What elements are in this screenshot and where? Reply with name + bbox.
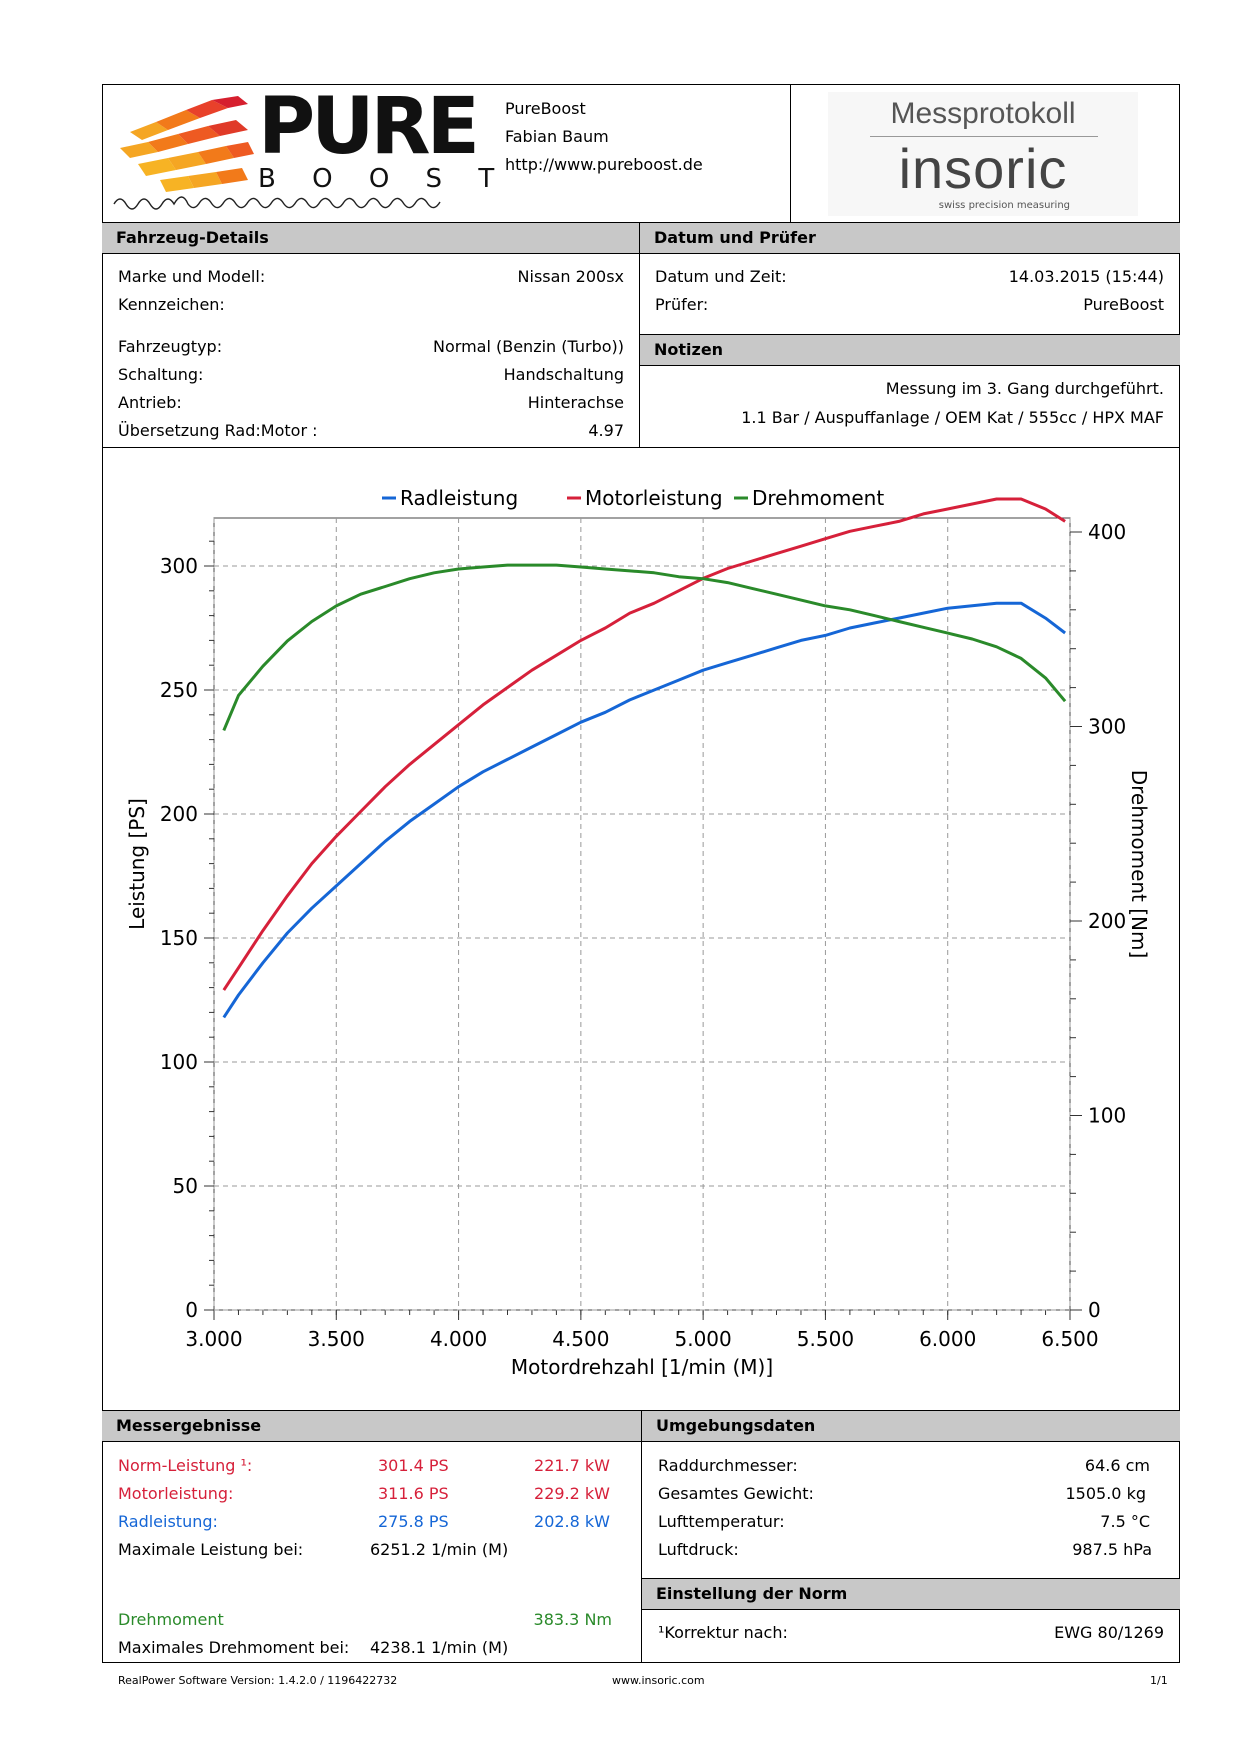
x-tick-label: 5.500	[797, 1327, 854, 1351]
vehicle-value-ratio: 4.97	[588, 421, 624, 440]
y-tick-label: 50	[173, 1174, 198, 1198]
vehicle-section-header: Fahrzeug-Details	[102, 222, 639, 254]
y2-tick-label: 0	[1088, 1298, 1101, 1322]
x-tick-label: 4.500	[552, 1327, 609, 1351]
logo-sub-text: B O O S T	[258, 164, 509, 194]
env-value-temp: 7.5 °C	[1100, 1512, 1150, 1531]
details-bottom-line	[102, 447, 1180, 448]
result-norm-ps: 301.4 PS	[378, 1456, 449, 1475]
date-label: Datum und Zeit:	[655, 267, 787, 286]
legend-label-radleistung: Radleistung	[400, 486, 518, 510]
env-label-temp: Lufttemperatur:	[658, 1512, 785, 1531]
dyno-chart: 3.000 3.500 4.000 4.500 5.000 5.500 6.000 6.500…	[102, 448, 1180, 1410]
notes-line-2: 1.1 Bar / Auspuffanlage / OEM Kat / 555c…	[741, 408, 1164, 427]
pureboost-logo: PURE B O O S T	[108, 82, 494, 216]
result-norm-label: Norm-Leistung ¹:	[118, 1456, 253, 1475]
vehicle-value-model: Nissan 200sx	[517, 267, 624, 286]
y-tick-label: 300	[160, 554, 198, 578]
y2-tick-label: 300	[1088, 715, 1126, 739]
footer-software: RealPower Software Version: 1.4.2.0 / 11…	[118, 1674, 398, 1687]
date-section-header: Datum und Prüfer	[639, 222, 1180, 254]
env-value-wheel: 64.6 cm	[1084, 1456, 1150, 1475]
results-section-header: Messergebnisse	[102, 1410, 641, 1442]
y2-tick-label: 100	[1088, 1104, 1126, 1128]
series-line-radleistung	[222, 601, 1067, 1019]
result-engine-ps: 311.6 PS	[378, 1484, 449, 1503]
footer-website[interactable]: www.insoric.com	[612, 1674, 705, 1687]
vehicle-value-gearbox: Handschaltung	[503, 365, 624, 384]
company-name: PureBoost	[505, 99, 586, 118]
norm-label: ¹Korrektur nach:	[658, 1623, 788, 1642]
logo-signature	[112, 192, 482, 216]
notes-line-1: Messung im 3. Gang durchgeführt.	[885, 379, 1164, 398]
y2-axis-label: Drehmoment [Nm]	[1127, 770, 1151, 959]
company-url[interactable]: http://www.pureboost.de	[505, 155, 703, 174]
max-power-label: Maximale Leistung bei:	[118, 1540, 304, 1559]
insoric-logo-box: Messprotokoll insoric swiss precision me…	[828, 92, 1138, 216]
vehicle-label-drive: Antrieb:	[118, 393, 182, 412]
results-divider	[641, 1410, 642, 1663]
vehicle-value-type: Normal (Benzin (Turbo))	[433, 337, 624, 356]
norm-value: EWG 80/1269	[1054, 1623, 1164, 1642]
result-engine-kw: 229.2 kW	[534, 1484, 610, 1503]
y2-tick-label: 400	[1088, 520, 1126, 544]
notes-section-header: Notizen	[639, 334, 1180, 366]
result-engine-label: Motorleistung:	[118, 1484, 234, 1503]
footer-page: 1/1	[1150, 1674, 1168, 1687]
series-line-drehmoment	[222, 563, 1067, 731]
x-tick-label: 5.000	[675, 1327, 732, 1351]
y-tick-label: 250	[160, 678, 198, 702]
logo-main-text: PURE	[258, 82, 480, 172]
result-norm-kw: 221.7 kW	[534, 1456, 610, 1475]
legend-label-motorleistung: Motorleistung	[585, 486, 723, 510]
x-tick-label: 3.500	[308, 1327, 365, 1351]
max-torque-value: 4238.1 1/min (M)	[370, 1638, 509, 1657]
y-axis-label: Leistung [PS]	[125, 798, 149, 930]
title-underline	[870, 136, 1098, 137]
env-value-weight: 1505.0 kg	[1065, 1484, 1147, 1503]
x-tick-label: 6.500	[1041, 1327, 1098, 1351]
logo-tiles-icon	[120, 96, 254, 192]
y2-tick-label: 200	[1088, 909, 1126, 933]
result-wheel-ps: 275.8 PS	[378, 1512, 449, 1531]
company-owner: Fabian Baum	[505, 127, 609, 146]
y-tick-label: 100	[160, 1050, 198, 1074]
insoric-tagline: swiss precision measuring	[938, 200, 1070, 211]
max-torque-label: Maximales Drehmoment bei:	[118, 1638, 350, 1657]
header-divider	[790, 84, 791, 222]
env-label-wheel: Raddurchmesser:	[658, 1456, 798, 1475]
result-wheel-kw: 202.8 kW	[534, 1512, 610, 1531]
norm-section-header: Einstellung der Norm	[641, 1578, 1180, 1610]
torque-label: Drehmoment	[118, 1610, 224, 1629]
env-label-pressure: Luftdruck:	[658, 1540, 739, 1559]
env-value-pressure: 987.5 hPa	[1072, 1540, 1152, 1559]
series-line-motorleistung	[222, 497, 1066, 991]
result-wheel-label: Radleistung:	[118, 1512, 218, 1531]
vehicle-label-plate: Kennzeichen:	[118, 295, 225, 314]
legend-label-drehmoment: Drehmoment	[752, 486, 884, 510]
protocol-title: Messprotokoll	[890, 97, 1076, 130]
vehicle-label-type: Fahrzeugtyp:	[118, 337, 223, 356]
x-tick-label: 3.000	[185, 1327, 242, 1351]
y-tick-label: 150	[160, 926, 198, 950]
x-tick-label: 4.000	[430, 1327, 487, 1351]
environment-section-header: Umgebungsdaten	[641, 1410, 1180, 1442]
env-label-weight: Gesamtes Gewicht:	[658, 1484, 814, 1503]
tester-value: PureBoost	[1083, 295, 1164, 314]
insoric-wordmark: insoric	[898, 137, 1068, 200]
vehicle-label-model: Marke und Modell:	[118, 267, 266, 286]
plot-area	[213, 517, 1071, 1311]
y-tick-label: 200	[160, 802, 198, 826]
vehicle-label-gearbox: Schaltung:	[118, 365, 204, 384]
tester-label: Prüfer:	[655, 295, 709, 314]
max-power-value: 6251.2 1/min (M)	[370, 1540, 509, 1559]
y-tick-label: 0	[185, 1298, 198, 1322]
date-value: 14.03.2015 (15:44)	[1008, 267, 1164, 286]
vehicle-value-drive: Hinterachse	[527, 393, 624, 412]
vehicle-label-ratio: Übersetzung Rad:Motor :	[118, 421, 318, 440]
torque-value: 383.3 Nm	[533, 1610, 612, 1629]
x-tick-label: 6.000	[919, 1327, 976, 1351]
x-axis-label: Motordrehzahl [1/min (M)]	[511, 1355, 773, 1379]
